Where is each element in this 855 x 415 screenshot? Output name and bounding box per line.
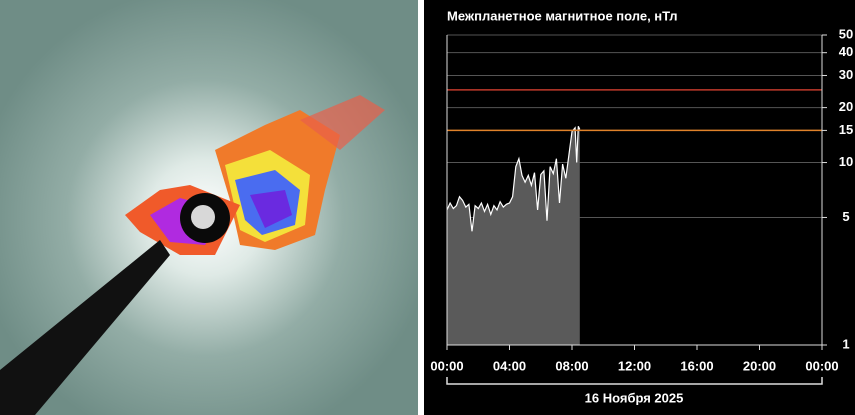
- x-tick-label: 12:00: [618, 358, 651, 373]
- x-tick-label: 16:00: [680, 358, 713, 373]
- x-axis-label: 16 Ноября 2025: [585, 390, 684, 405]
- x-tick-label: 00:00: [805, 358, 838, 373]
- coronagraph-image: [0, 0, 418, 415]
- chart-title: Межпланетное магнитное поле, нТл: [447, 8, 678, 23]
- area: [447, 126, 580, 345]
- y-tick-label: 15: [839, 122, 853, 137]
- date-bracket: [446, 377, 823, 385]
- x-tick-label: 08:00: [555, 358, 588, 373]
- y-tick-label: 5: [842, 209, 849, 224]
- x-tick-label: 00:00: [430, 358, 463, 373]
- y-tick-label: 40: [839, 44, 853, 59]
- line: [446, 126, 581, 232]
- y-tick-label: 50: [839, 26, 853, 41]
- x-tick-label: 04:00: [493, 358, 526, 373]
- y-tick-label: 20: [839, 99, 853, 114]
- y-tick-label: 30: [839, 67, 853, 82]
- x-tick-label: 20:00: [743, 358, 776, 373]
- y-tick-label: 10: [839, 154, 853, 169]
- y-tick-label: 1: [842, 336, 849, 351]
